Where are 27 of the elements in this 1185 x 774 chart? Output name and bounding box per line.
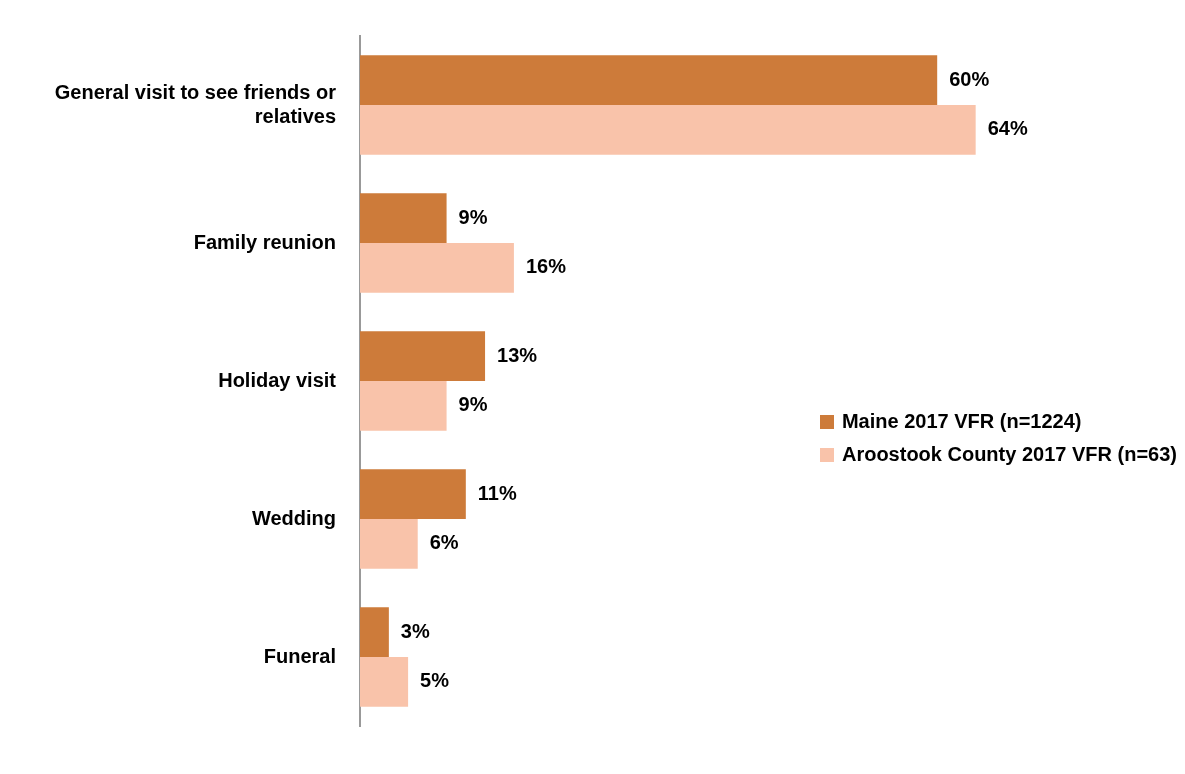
legend-label: Aroostook County 2017 VFR (n=63) — [841, 443, 1177, 466]
data-label: 11% — [477, 481, 517, 504]
data-label: 9% — [458, 393, 488, 416]
bar — [360, 331, 486, 381]
bar — [360, 381, 447, 431]
bar — [360, 105, 976, 155]
y-tick-label: Family reunion — [193, 230, 336, 253]
bar — [360, 607, 389, 657]
data-label: 3% — [400, 619, 430, 642]
data-label: 16% — [525, 255, 567, 278]
data-label: 5% — [420, 669, 450, 692]
data-label: 13% — [497, 343, 538, 366]
y-tick-label: Holiday visit — [218, 368, 337, 391]
data-label: 9% — [458, 205, 488, 228]
data-label: 60% — [949, 67, 990, 90]
bar — [360, 657, 409, 707]
data-label: 6% — [429, 531, 459, 554]
data-label: 64% — [987, 117, 1028, 140]
y-tick-label: Wedding — [251, 506, 336, 529]
bar — [360, 243, 514, 293]
bar — [360, 193, 447, 243]
bar — [360, 519, 418, 569]
legend-label: Maine 2017 VFR (n=1224) — [841, 410, 1082, 433]
bar — [360, 55, 938, 105]
y-tick-label: General visit to see friends or relatives — [54, 80, 337, 127]
bar — [360, 469, 466, 519]
y-tick-label: Funeral — [263, 644, 336, 667]
